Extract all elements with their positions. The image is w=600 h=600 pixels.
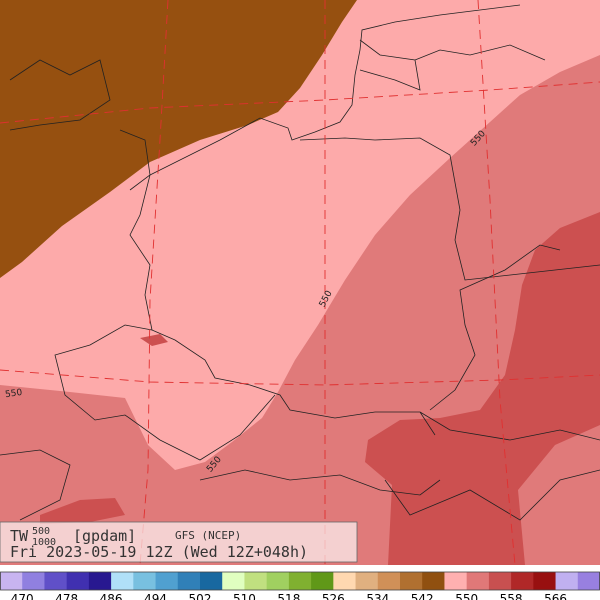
colorbar-swatch bbox=[155, 572, 179, 590]
contour-label: 550 bbox=[5, 388, 24, 400]
graticule bbox=[139, 0, 169, 566]
colorbar-swatch bbox=[44, 572, 68, 590]
field-542 bbox=[0, 0, 357, 278]
colorbar-label: 558 bbox=[500, 592, 523, 600]
field-558 bbox=[140, 334, 168, 346]
legend-variable: TW bbox=[10, 527, 29, 545]
colorbar-label: 502 bbox=[189, 592, 212, 600]
colorbar-label: 486 bbox=[100, 592, 123, 600]
colorbar-swatch bbox=[133, 572, 157, 590]
country-border bbox=[0, 449, 600, 521]
colorbar-swatch bbox=[22, 572, 45, 590]
colorbar-label: 542 bbox=[411, 592, 434, 600]
colorbar-swatch bbox=[488, 572, 512, 590]
colorbar-swatch bbox=[355, 572, 379, 590]
colorbar-label: 518 bbox=[277, 592, 300, 600]
legend-time: Fri 2023-05-19 12Z (Wed 12Z+048h) bbox=[10, 543, 308, 561]
colorbar-swatch bbox=[111, 572, 134, 590]
colorbar-swatch bbox=[66, 572, 90, 590]
graticule bbox=[0, 81, 600, 124]
colorbar-label: 494 bbox=[144, 592, 167, 600]
colorbar-swatch bbox=[333, 572, 357, 590]
colorbar-label: 510 bbox=[233, 592, 256, 600]
colorbar-swatch bbox=[577, 572, 600, 590]
colorbar: 470 478 486 494 502 510 518 526 534 542 550 558 566 bbox=[0, 571, 600, 600]
colorbar-label: 534 bbox=[366, 592, 389, 600]
colorbar-swatch bbox=[222, 572, 245, 590]
graticule bbox=[477, 0, 516, 566]
colorbar-swatch bbox=[511, 572, 534, 590]
legend-box bbox=[0, 521, 358, 563]
colorbar-swatch bbox=[444, 572, 468, 590]
coastline bbox=[9, 59, 151, 191]
coastline bbox=[149, 4, 521, 176]
legend-upper-level: 500 bbox=[32, 526, 50, 537]
country-border bbox=[151, 244, 600, 441]
colorbar-swatch bbox=[288, 572, 312, 590]
graticule bbox=[0, 369, 600, 386]
colorbar-swatch bbox=[311, 572, 334, 590]
colorbar-swatch bbox=[200, 572, 223, 590]
colorbar-swatch bbox=[88, 572, 112, 590]
colorbar-label: 550 bbox=[455, 592, 478, 600]
colorbar-label: 526 bbox=[322, 592, 345, 600]
colorbar-swatch bbox=[244, 572, 268, 590]
colorbar-label: 470 bbox=[11, 592, 34, 600]
colorbar-swatch bbox=[466, 572, 490, 590]
colorbar-label: 566 bbox=[544, 592, 567, 600]
legend-unit: [gpdam] bbox=[73, 527, 136, 545]
colorbar-swatch bbox=[422, 572, 445, 590]
colorbar-label: 478 bbox=[55, 592, 78, 600]
field-558 bbox=[365, 212, 600, 565]
colorbar-swatch bbox=[0, 572, 23, 590]
country-border bbox=[54, 174, 276, 461]
colorbar-swatch bbox=[266, 572, 290, 590]
colorbar-swatch bbox=[377, 572, 401, 590]
colorbar-swatch bbox=[555, 572, 579, 590]
colorbar-swatch bbox=[177, 572, 201, 590]
country-border bbox=[299, 39, 600, 281]
colorbar-swatch bbox=[400, 572, 423, 590]
legend-lower-level: 1000 bbox=[32, 537, 56, 548]
colorbar-swatch bbox=[533, 572, 557, 590]
legend-model: GFS (NCEP) bbox=[175, 529, 241, 542]
field-558 bbox=[40, 498, 125, 524]
